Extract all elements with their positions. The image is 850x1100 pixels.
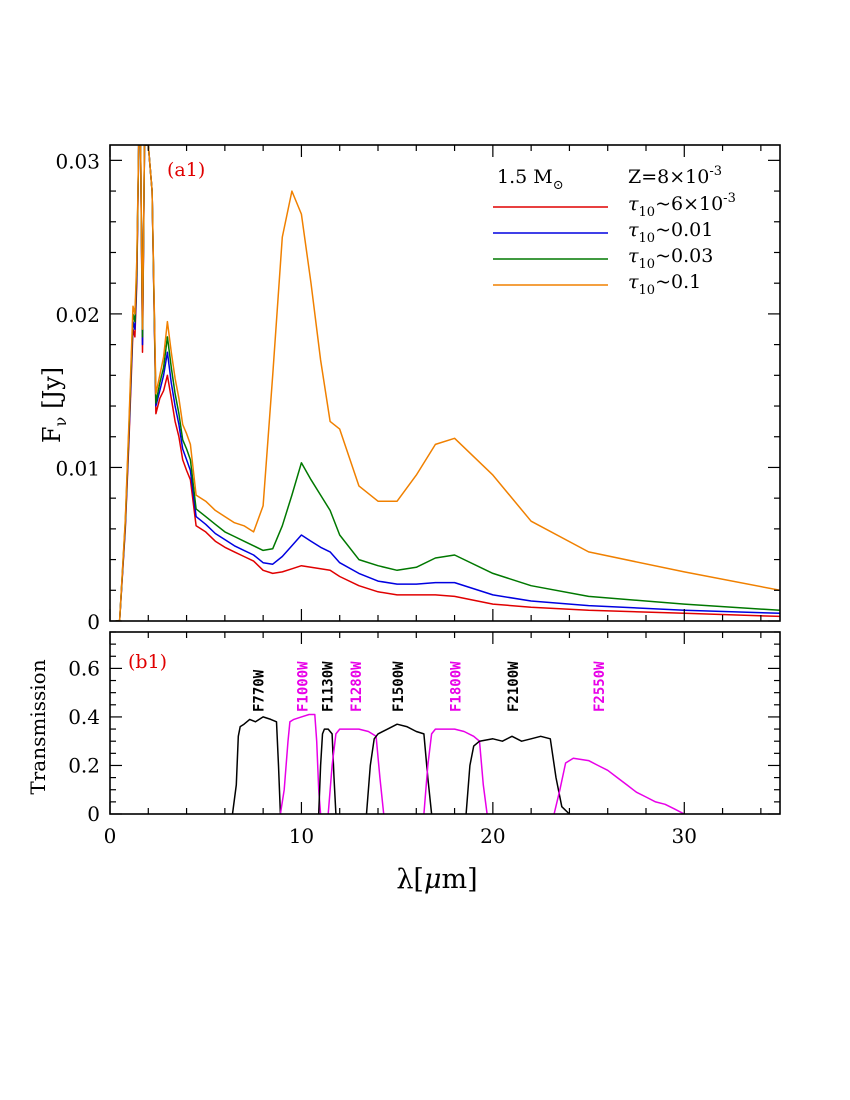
x-tick-label: 10 [289,824,314,848]
x-axis-label: λ[μm] [396,864,477,895]
filter-curve-F1800W [423,728,488,814]
series-line-1 [115,145,780,621]
series-line-3 [115,145,780,621]
y-tick-label-a1: 0.02 [55,303,100,327]
filter-curve-F1000W [279,713,322,814]
y-tick-label-a1: 0.03 [55,149,100,173]
series-line-4 [115,145,780,621]
filter-label-F1800W: F1800W [449,661,465,712]
panel-b1-frame [109,631,781,815]
y-tick-label-b1: 0.4 [68,705,100,729]
y-axis-label-b1: Transmission [26,659,50,794]
legend-metallicity-label: Z=8×10-3 [628,164,722,188]
filter-label-F2550W: F2550W [592,661,608,712]
x-tick-label: 30 [672,824,697,848]
filter-label-F1500W: F1500W [391,661,407,712]
y-axis-label-a1: Fν[Jy] [38,367,70,443]
filter-curve-F2550W [553,757,685,814]
filter-curve-F1500W [365,723,433,814]
panel-label-b1: (b1) [128,651,167,673]
y-tick-label-b1: 0.6 [68,656,100,680]
x-tick-label: 0 [104,824,117,848]
legend-mass-label: 1.5 M⊙ [497,166,564,193]
filter-curve-F770W [231,716,282,814]
filter-label-F1130W: F1130W [320,661,336,712]
legend-entry-3: τ10~0.03 [628,245,713,272]
panel-a1-sed: 0 0.01 0.02 0.03 (a1) Fν[Jy] 1.5 M⊙ Z=8×10-… [38,144,781,634]
filter-curve-F2100W [465,735,570,814]
y-tick-label-a1: 0.01 [55,456,100,480]
filter-label-F1280W: F1280W [349,661,365,712]
legend-entry-4: τ10~0.1 [628,271,701,298]
filter-curve-F1280W [327,728,385,814]
panel-b1-transmission: F770W F1000W F1130W F1280W F1500W F1800W F2100… [26,631,781,895]
legend-entry-1: τ10~6×10-3 [628,191,736,220]
panel-label-a1: (a1) [167,159,205,181]
filter-label-F2100W: F2100W [506,661,522,712]
filter-curve-F1130W [317,728,337,814]
panel-a1-frame [109,144,781,622]
filter-label-F1000W: F1000W [295,661,311,712]
x-tick-label: 20 [480,824,505,848]
filter-label-F770W: F770W [251,669,267,712]
y-tick-label-a1: 0 [87,610,100,634]
series-line-2 [115,145,780,621]
y-tick-label-b1: 0.2 [68,753,100,777]
legend-a1: 1.5 M⊙ Z=8×10-3 τ10~6×10-3τ10~0.01τ10~0.… [493,164,736,298]
legend-entry-2: τ10~0.01 [628,219,713,246]
y-tick-label-b1: 0 [87,802,100,826]
